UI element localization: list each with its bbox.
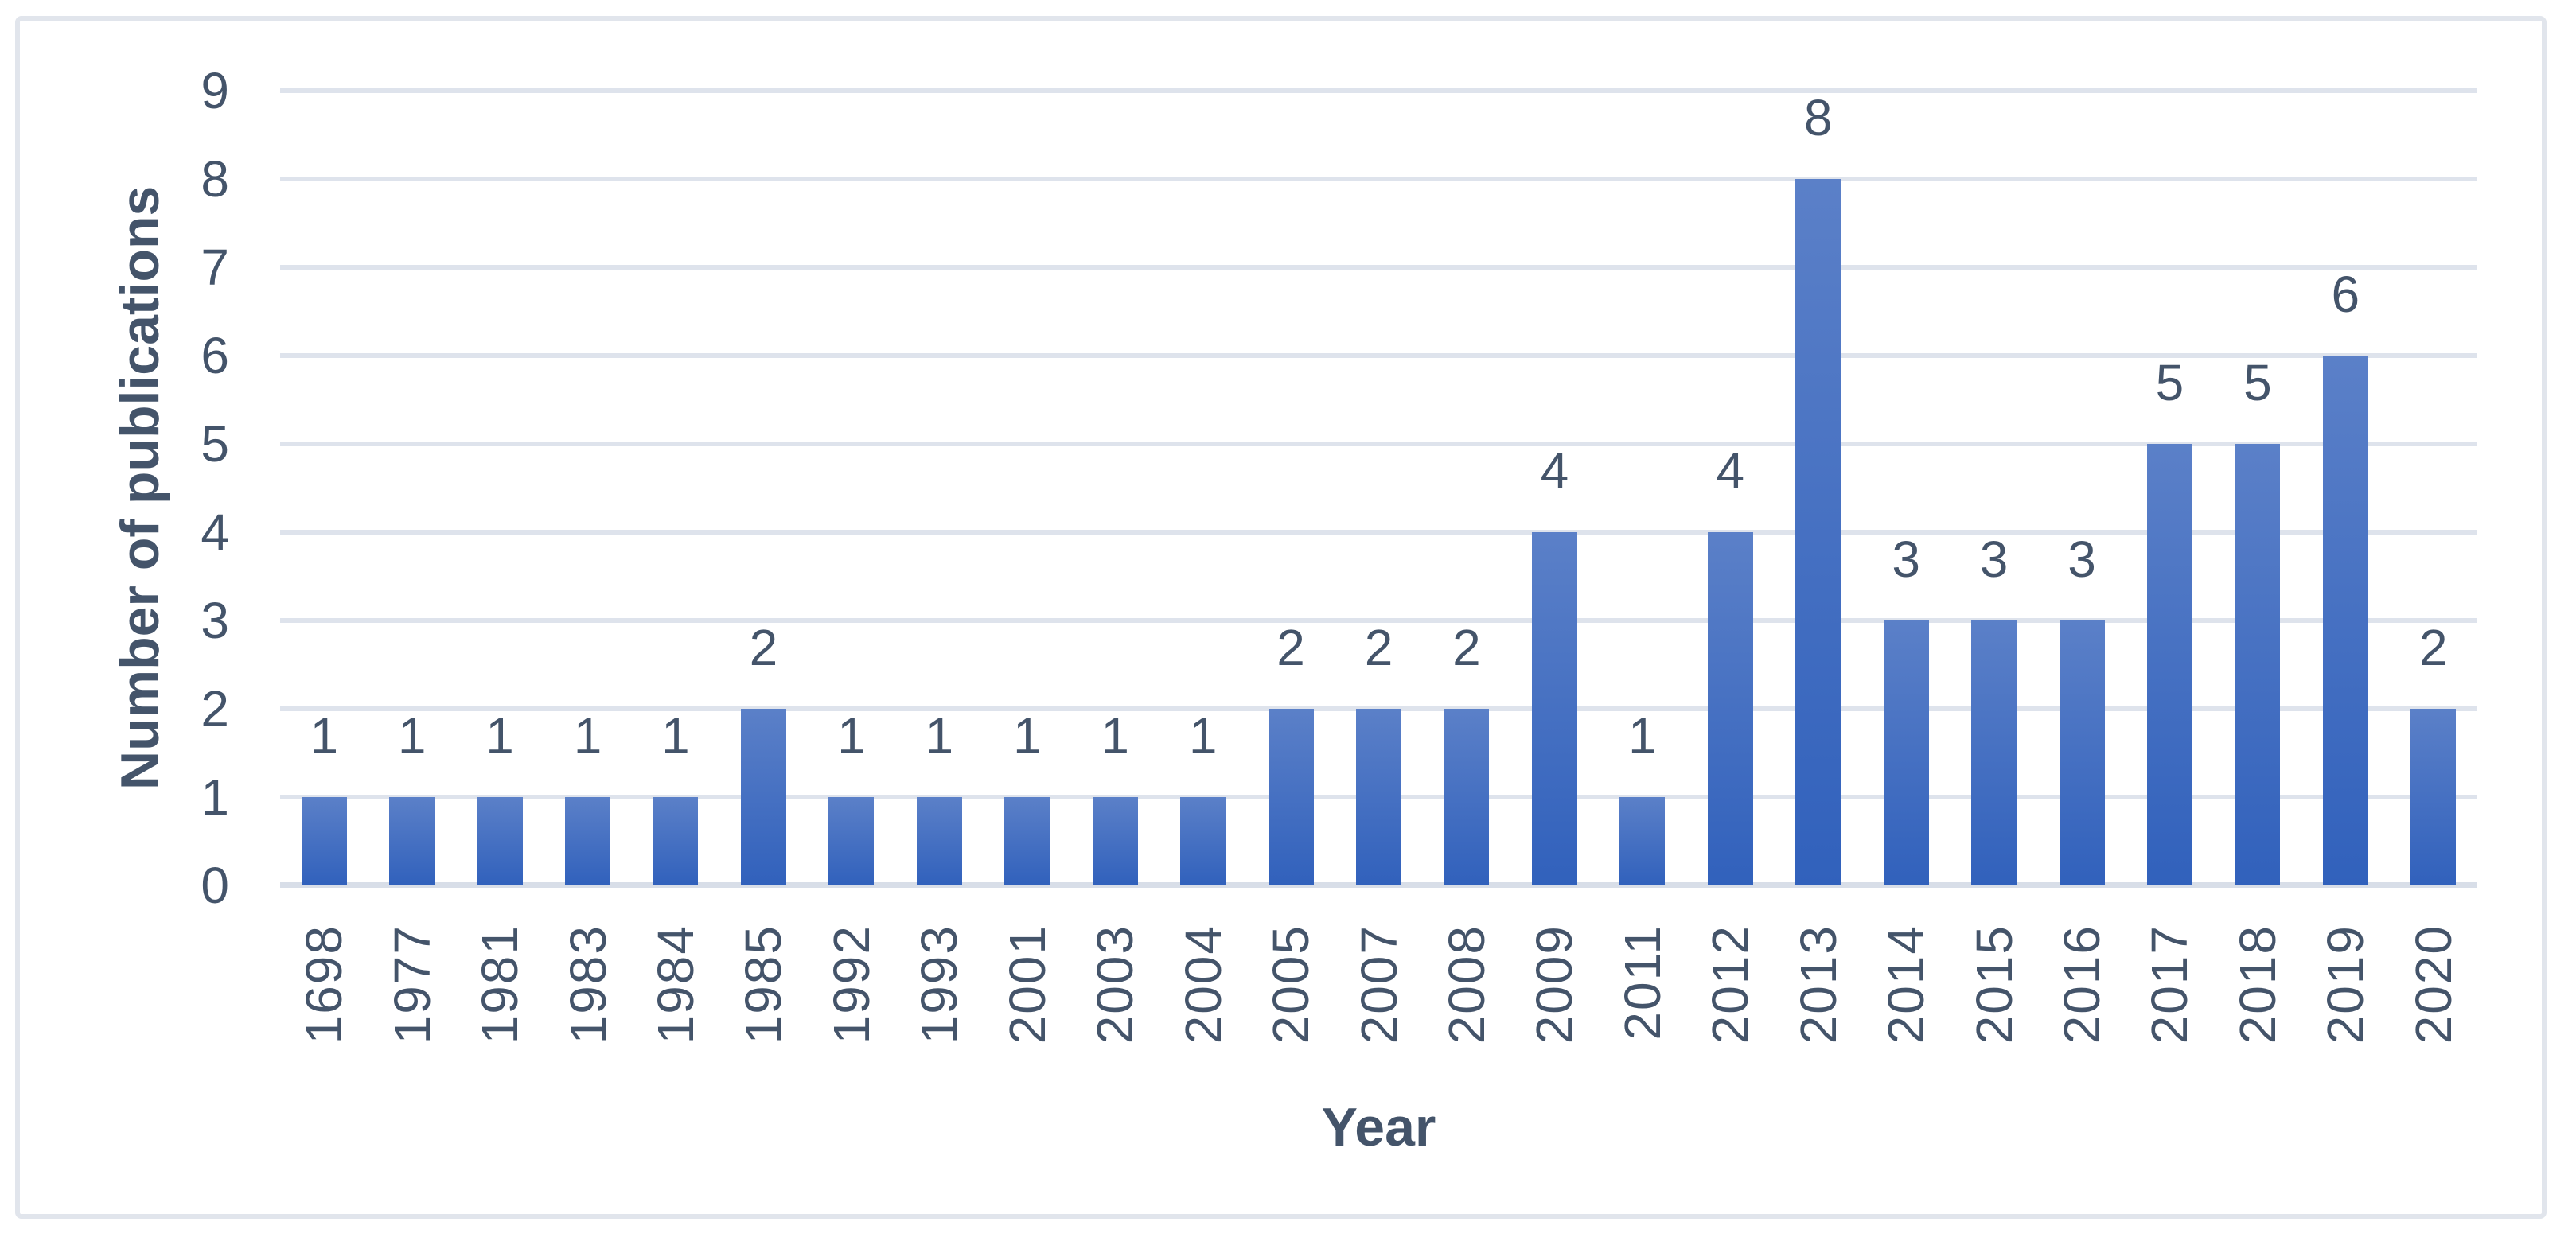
x-tick-label: 2007	[1350, 924, 1408, 1045]
y-axis-title: Number of publications	[110, 185, 170, 791]
x-tick-label: 2001	[998, 924, 1056, 1045]
x-tick-label: 2013	[1789, 924, 1847, 1045]
data-label: 1	[925, 707, 954, 764]
x-tick-label: 2016	[2053, 924, 2111, 1045]
x-tick-label: 2020	[2404, 924, 2462, 1045]
bar	[1356, 709, 1401, 885]
bar	[301, 797, 347, 885]
bar	[565, 797, 611, 885]
data-label: 1	[1628, 707, 1657, 764]
bar	[653, 797, 699, 885]
data-label: 1	[1101, 707, 1129, 764]
x-tick-label: 2014	[1877, 924, 1935, 1045]
gridline	[280, 177, 2477, 181]
data-label: 2	[1276, 619, 1305, 676]
x-tick-label: 2011	[1613, 924, 1671, 1041]
data-label: 1	[397, 707, 427, 764]
x-tick-label: 1977	[383, 924, 441, 1045]
data-label: 3	[2067, 531, 2096, 588]
x-tick-label: 2019	[2317, 924, 2375, 1045]
bar	[1531, 532, 1577, 885]
data-label: 6	[2331, 266, 2360, 323]
bar	[389, 797, 435, 885]
bar	[1444, 709, 1490, 885]
y-tick-label: 8	[201, 150, 229, 208]
data-label: 1	[661, 707, 690, 764]
data-label: 2	[749, 619, 778, 676]
bar	[916, 797, 962, 885]
x-tick-label: 2017	[2141, 924, 2199, 1045]
x-tick-label: 2004	[1174, 924, 1232, 1045]
y-tick-label: 4	[201, 504, 229, 561]
gridline	[280, 353, 2477, 358]
y-tick-label: 1	[201, 768, 229, 826]
bar	[477, 797, 523, 885]
x-tick-label: 1985	[735, 924, 793, 1045]
data-label: 5	[2243, 354, 2272, 411]
data-label: 1	[485, 707, 514, 764]
data-label: 1	[1012, 707, 1042, 764]
bar	[1268, 709, 1314, 885]
bar	[1619, 797, 1666, 885]
data-label: 2	[1364, 619, 1393, 676]
gridline	[280, 442, 2477, 446]
bar	[740, 709, 786, 885]
data-label: 3	[1892, 531, 1920, 588]
x-tick-label: 1992	[822, 924, 880, 1045]
x-tick-label: 2015	[1965, 924, 2023, 1045]
x-tick-label: 2018	[2228, 924, 2286, 1045]
data-label: 1	[837, 707, 866, 764]
bar	[1180, 797, 1226, 885]
x-tick-label: 2012	[1701, 924, 1760, 1045]
gridline	[280, 265, 2477, 270]
x-tick-label: 2003	[1086, 924, 1144, 1045]
data-label: 1	[573, 707, 602, 764]
bar	[828, 797, 875, 885]
data-label: 1	[1188, 707, 1218, 764]
data-label: 5	[2155, 354, 2184, 411]
data-label: 1	[310, 707, 339, 764]
x-tick-label: 2008	[1437, 924, 1495, 1045]
bar	[1092, 797, 1138, 885]
data-label: 2	[2418, 619, 2448, 676]
gridline	[280, 88, 2477, 93]
data-label: 4	[1716, 442, 1745, 500]
bar	[1795, 179, 1841, 885]
bar	[1707, 532, 1753, 885]
x-tick-label: 1698	[295, 924, 353, 1045]
y-tick-label: 5	[201, 415, 229, 473]
y-tick-label: 3	[201, 592, 229, 649]
data-label: 3	[1979, 531, 2009, 588]
bar	[2410, 709, 2457, 885]
y-tick-label: 7	[201, 239, 229, 296]
x-axis-title: Year	[1321, 1097, 1436, 1157]
data-label: 4	[1540, 442, 1569, 500]
x-tick-label: 2009	[1526, 924, 1584, 1045]
plot-area: 1 1 1 1 1 2 1 1 1 1 1 2 2 2 4 1 4 8 3 3 3 5 5 6 2	[280, 88, 2477, 888]
bar	[1971, 620, 2017, 885]
x-tick-label: 1983	[559, 924, 617, 1045]
y-tick-label: 9	[201, 62, 229, 119]
x-tick-label: 1981	[471, 924, 529, 1045]
y-tick-label: 0	[201, 857, 229, 914]
bar	[2146, 444, 2192, 885]
data-label: 2	[1452, 619, 1481, 676]
y-tick-label: 2	[201, 680, 229, 737]
bar	[2059, 620, 2105, 885]
bar	[1004, 797, 1050, 885]
data-label: 8	[1803, 89, 1833, 146]
bar	[2322, 356, 2368, 885]
chart-border-frame	[15, 16, 2547, 1219]
x-tick-label: 1993	[910, 924, 968, 1045]
gridline	[280, 618, 2477, 623]
y-tick-label: 6	[201, 327, 229, 384]
bar	[1883, 620, 1929, 885]
bar	[2235, 444, 2281, 885]
x-tick-label: 2005	[1262, 924, 1320, 1045]
gridline	[280, 530, 2477, 535]
x-tick-label: 1984	[646, 924, 704, 1045]
